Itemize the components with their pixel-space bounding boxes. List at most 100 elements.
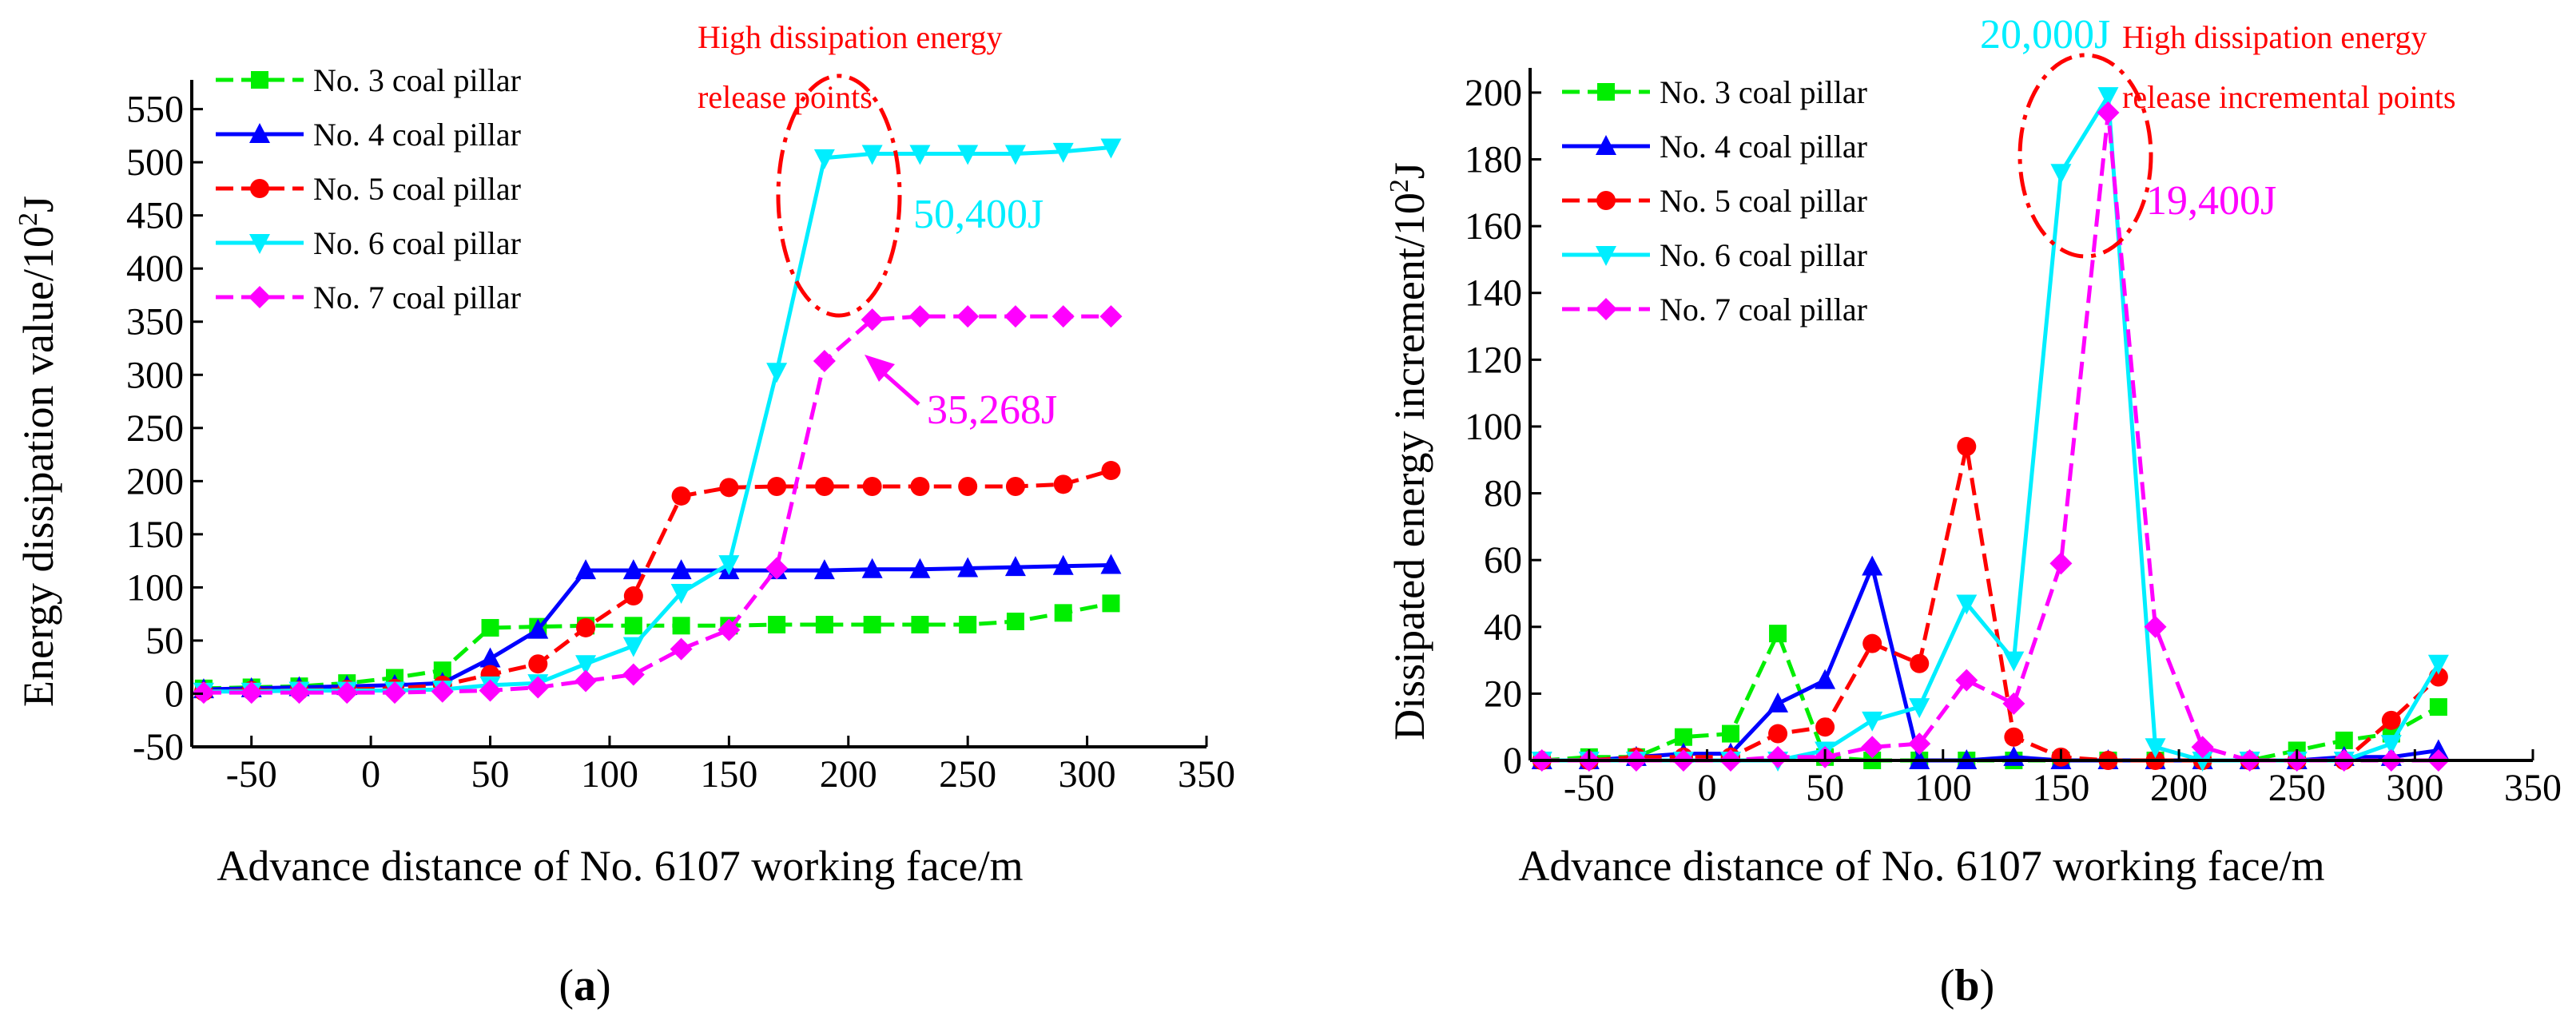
panel-b-data-point <box>1908 732 1931 756</box>
panel-a-legend-label: No. 3 coal pillar <box>313 62 521 98</box>
panel-a-y-axis-label-main: Energy dissipation value/10 <box>14 226 62 707</box>
panel-a-data-point <box>479 679 502 702</box>
panel-a-data-point <box>481 618 499 637</box>
panel-b-data-point <box>2049 552 2073 575</box>
panel-a-legend-marker <box>249 234 270 254</box>
panel-a-x-tick-label: 350 <box>1178 753 1235 796</box>
panel-b-caption-close: ) <box>1980 961 1995 1010</box>
panel-a-data-point <box>861 558 883 578</box>
panel-b-data-point <box>1862 555 1883 576</box>
panel-b-legend-label: No. 5 coal pillar <box>1660 183 1867 219</box>
panel-a-data-point <box>909 558 931 578</box>
panel-b-y-tick-label: 60 <box>1484 539 1522 581</box>
panel-b-data-point <box>2004 727 2024 747</box>
panel-b-data-point <box>1815 717 1835 737</box>
panel-a-axes <box>190 80 1207 748</box>
panel-a-cyan-value-label: 50,400J <box>913 192 1044 237</box>
panel-b-x-tick-label: 0 <box>1697 767 1716 809</box>
panel-b-legend: No. 3 coal pillar No. 4 coal pillar No. 5 … <box>1562 74 1867 327</box>
panel-a-data-point <box>623 586 643 606</box>
panel-a-legend-item: No. 5 coal pillar <box>216 171 521 207</box>
panel-a-y-tick-labels: -50 0 50 100 150 200 250 300 350 400 450 500 550 <box>126 89 203 768</box>
panel-a-data-point <box>957 145 979 165</box>
panel-b-data-point <box>1862 711 1883 732</box>
panel-b-x-tick-labels: -50 0 50 100 150 200 250 300 350 <box>1564 749 2562 809</box>
panel-a-y-tick-label: 50 <box>145 620 184 662</box>
panel-b-legend-marker <box>1596 246 1616 266</box>
chart-panel-b: No. 3 coal pillar No. 4 coal pillar No. 5 … <box>1385 12 2562 1010</box>
panel-b-legend-label: No. 3 coal pillar <box>1660 74 1867 110</box>
panel-a-legend-item: No. 6 coal pillar <box>216 225 521 261</box>
panel-a-y-tick-label: 400 <box>126 248 184 290</box>
panel-a-y-tick-label: 200 <box>126 460 184 502</box>
panel-a-data-point <box>1052 142 1074 163</box>
panel-a-data-point <box>956 305 980 328</box>
panel-a-y-tick-label: 550 <box>126 89 184 131</box>
panel-b-legend-label: No. 7 coal pillar <box>1660 292 1867 327</box>
panel-a-annotation-line2: release points <box>698 79 873 115</box>
panel-a-data-point <box>671 486 691 506</box>
panel-b-legend-marker <box>1596 135 1616 155</box>
panel-b-data-point <box>1910 653 1930 673</box>
panel-a-data-point <box>813 559 835 580</box>
panel-b-data-point <box>1861 736 1884 759</box>
panel-a-x-tick-label: 150 <box>700 753 757 796</box>
panel-b-caption-open: ( <box>1940 961 1955 1010</box>
panel-a-data-point <box>1100 554 1122 574</box>
panel-a-data-point <box>384 681 406 705</box>
panel-b-legend-item: No. 7 coal pillar <box>1562 292 1867 327</box>
panel-b-data-point <box>1957 437 1977 457</box>
panel-b-caption-letter: b <box>1954 961 1979 1010</box>
panel-b-data-point <box>1769 625 1787 643</box>
panel-b-annotation-line2: release incremental points <box>2122 79 2456 115</box>
panel-a-legend-marker <box>248 286 271 308</box>
panel-b-legend-label: No. 6 coal pillar <box>1660 237 1867 273</box>
panel-a-y-tick-label: 150 <box>126 514 184 556</box>
chart-panel-a: No. 3 coal pillar No. 4 coal pillar No. 5 … <box>14 19 1235 1010</box>
panel-b-data-point <box>2097 101 2120 124</box>
panel-b-data-point <box>1862 633 1882 653</box>
panel-a-data-point <box>670 637 693 661</box>
panel-a-data-point <box>1005 476 1025 496</box>
panel-b-data-point <box>2144 615 2167 638</box>
panel-a-data-point <box>958 476 978 496</box>
panel-b-x-tick-label: 200 <box>2150 767 2208 809</box>
panel-a-data-point <box>767 476 787 496</box>
panel-b-x-tick-label: 150 <box>2032 767 2089 809</box>
panel-b-x-tick-label: 350 <box>2504 767 2562 809</box>
panel-a-legend-item: No. 4 coal pillar <box>216 117 521 153</box>
panel-a-data-point <box>908 305 932 328</box>
panel-a-y-axis-label: Energy dissipation value/102J <box>14 196 62 707</box>
panel-a-data-point <box>718 618 741 641</box>
panel-b-data-point <box>1956 594 1978 615</box>
panel-b-legend-marker <box>1596 191 1616 210</box>
panel-b-data-point <box>2191 736 2214 759</box>
panel-a-data-point <box>622 559 644 580</box>
panel-a-data-point <box>1006 612 1024 630</box>
panel-a-data-point <box>1099 305 1123 328</box>
panel-b-y-tick-label: 80 <box>1484 473 1522 515</box>
panel-a-magenta-arrow-head <box>865 355 895 382</box>
panel-a-caption: (a) <box>559 961 610 1010</box>
panel-a-y-tick-label: -50 <box>133 726 184 768</box>
panel-a-series-layer <box>192 138 1123 705</box>
panel-b-data-point <box>2427 654 2449 675</box>
panel-a-y-tick-label: 250 <box>126 407 184 450</box>
panel-a-data-point <box>240 681 263 705</box>
panel-b-legend-marker <box>1595 298 1617 320</box>
panel-a-data-point <box>575 655 597 676</box>
panel-b-cyan-value-label: 20,000J <box>1980 12 2110 58</box>
panel-a-data-point <box>815 615 833 633</box>
panel-a-data-point <box>1051 305 1075 328</box>
panel-a-data-point <box>527 618 549 639</box>
panel-b-y-tick-label: 200 <box>1465 72 1522 114</box>
panel-a-data-point <box>765 557 789 580</box>
panel-b-y-tick-label: 120 <box>1465 339 1522 381</box>
panel-a-x-axis-label: Advance distance of No. 6107 working fac… <box>217 842 1023 890</box>
panel-a-legend-label: No. 4 coal pillar <box>313 117 521 153</box>
panel-a-data-point <box>1054 604 1072 622</box>
panel-b-y-tick-label: 0 <box>1503 740 1522 782</box>
panel-a-y-tick-label: 350 <box>126 301 184 343</box>
panel-a-data-point <box>813 149 835 169</box>
panel-b-data-point <box>2427 739 2449 760</box>
